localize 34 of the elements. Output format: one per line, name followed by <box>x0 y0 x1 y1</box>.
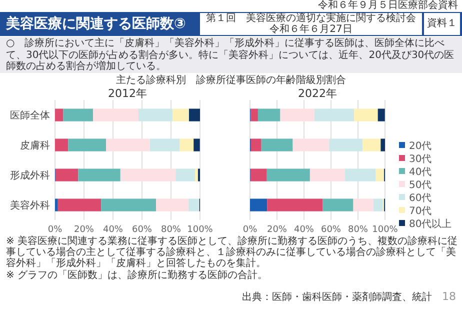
chart-title: 2022年 <box>298 87 337 100</box>
legend-label: 70代 <box>409 206 432 217</box>
x-tick-label: 100% <box>372 225 398 235</box>
x-tick-label: 60% <box>320 225 342 235</box>
x-tick-label: 80% <box>348 225 368 235</box>
legend-label: 40代 <box>409 167 432 178</box>
x-tick-label: 40% <box>102 225 124 235</box>
y-tick-label: 美容外科 <box>10 200 50 212</box>
legend-label: 30代 <box>409 154 432 165</box>
text: 令和６年６月27日 <box>200 24 422 35</box>
text: 資料１ <box>424 13 460 35</box>
text: ※ 美容医療に関連する業務に従事する医師として、診療所に勤務する医師のうち、複数の診療科に従事している場合の主として従事する診療科と、１診療科のみに従事している場合の診療科として「美容外科」「形成外科」「皮膚科」と回答したものを集計。 <box>6 236 458 269</box>
chart-title: 2012年 <box>108 87 147 100</box>
x-tick-label: 0% <box>242 225 258 235</box>
text: 美容医療に関連する医師数③ <box>6 15 186 33</box>
x-tick-label: 0% <box>48 225 63 235</box>
x-tick-label: 20% <box>74 225 94 235</box>
legend-label: 50代 <box>409 180 432 191</box>
y-tick-label: 皮膚科 <box>20 140 50 152</box>
y-tick-label: 形成外科 <box>10 170 50 182</box>
source-note: 出典：医師・歯科医師・薬剤師調査、統計 <box>242 292 432 304</box>
x-tick-label: 100% <box>187 225 214 235</box>
legend-label: 20代 <box>409 141 432 152</box>
x-tick-label: 60% <box>132 225 152 235</box>
x-tick-label: 40% <box>294 225 314 235</box>
x-tick-label: 20% <box>266 225 288 235</box>
legend-label: 80代以上 <box>409 218 452 230</box>
text: 主たる診療科別 診療所従事医師の年齢階級別割合 <box>115 75 347 86</box>
text: ※ グラフの「医師数」は、診療所に勤務する医師の合計。 <box>6 270 269 281</box>
x-tick-label: 80% <box>160 225 182 235</box>
legend-label: 60代 <box>409 193 432 204</box>
text: 第１回 美容医療の適切な実施に関する検討会 <box>200 13 422 24</box>
text: 18 <box>442 290 456 303</box>
y-tick-label: 医師全体 <box>10 110 50 122</box>
